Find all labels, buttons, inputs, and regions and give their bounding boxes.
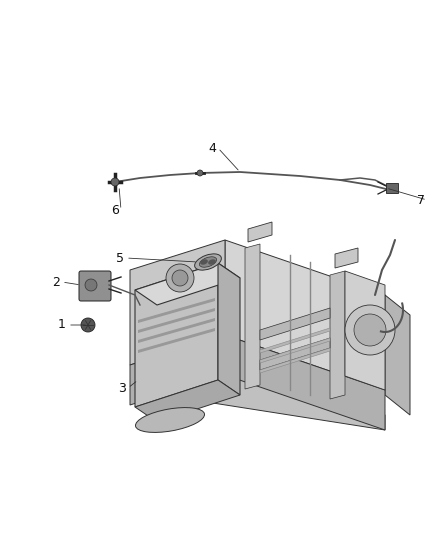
Polygon shape bbox=[260, 338, 330, 363]
Text: 2: 2 bbox=[52, 276, 60, 288]
FancyBboxPatch shape bbox=[79, 271, 111, 301]
Text: 4: 4 bbox=[208, 141, 216, 155]
Polygon shape bbox=[245, 244, 260, 389]
Polygon shape bbox=[225, 240, 385, 390]
Polygon shape bbox=[138, 328, 215, 353]
Circle shape bbox=[172, 270, 188, 286]
Ellipse shape bbox=[199, 257, 217, 267]
Polygon shape bbox=[218, 263, 240, 395]
Circle shape bbox=[166, 264, 194, 292]
Polygon shape bbox=[260, 338, 330, 370]
Polygon shape bbox=[385, 295, 410, 415]
Polygon shape bbox=[260, 348, 330, 373]
Circle shape bbox=[345, 305, 395, 355]
Polygon shape bbox=[138, 318, 215, 343]
Circle shape bbox=[111, 178, 119, 186]
Ellipse shape bbox=[194, 254, 221, 270]
Text: 7: 7 bbox=[417, 193, 425, 206]
Circle shape bbox=[85, 279, 97, 291]
Polygon shape bbox=[260, 308, 330, 340]
Circle shape bbox=[354, 314, 386, 346]
Bar bbox=[386, 183, 398, 193]
Polygon shape bbox=[130, 240, 225, 365]
Polygon shape bbox=[345, 271, 385, 390]
Polygon shape bbox=[138, 308, 215, 333]
Polygon shape bbox=[248, 222, 272, 242]
Circle shape bbox=[197, 170, 203, 176]
Polygon shape bbox=[135, 263, 218, 407]
Ellipse shape bbox=[135, 408, 205, 432]
Polygon shape bbox=[135, 263, 240, 305]
Ellipse shape bbox=[208, 259, 216, 265]
Polygon shape bbox=[130, 335, 385, 430]
Polygon shape bbox=[260, 328, 330, 353]
Text: 1: 1 bbox=[58, 319, 66, 332]
Polygon shape bbox=[335, 248, 358, 268]
Text: 5: 5 bbox=[116, 252, 124, 264]
Circle shape bbox=[81, 318, 95, 332]
Text: 3: 3 bbox=[118, 382, 126, 394]
Text: 6: 6 bbox=[111, 204, 119, 216]
Polygon shape bbox=[135, 380, 240, 422]
Polygon shape bbox=[330, 271, 345, 399]
Polygon shape bbox=[138, 298, 215, 323]
Ellipse shape bbox=[200, 259, 208, 265]
Polygon shape bbox=[130, 360, 385, 430]
